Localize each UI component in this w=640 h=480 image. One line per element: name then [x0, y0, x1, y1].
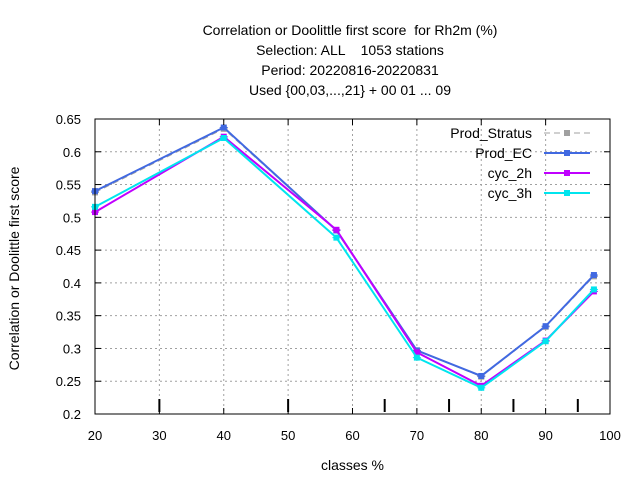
x-tick-label: 90: [538, 428, 552, 443]
y-tick-label: 0.5: [63, 210, 81, 225]
class-marks: [158, 399, 579, 412]
x-tick-label: 50: [281, 428, 295, 443]
legend: Prod_Stratus Prod_EC cyc_2h cyc_3h: [450, 125, 590, 201]
legend-swatch-marker: [564, 150, 570, 156]
series-cyc-3h: [91, 135, 598, 391]
grid: [95, 119, 610, 414]
series-group: [91, 124, 598, 391]
y-axis-label: Correlation or Doolittle first score: [6, 166, 22, 370]
y-tick-label: 0.45: [56, 243, 81, 258]
y-tick-label: 0.35: [56, 309, 81, 324]
y-tick-label: 0.3: [63, 341, 81, 356]
series-prod-stratus: [91, 125, 598, 380]
title-line-3: Period: 20220816-20220831: [261, 62, 439, 78]
legend-label: cyc_2h: [488, 165, 532, 181]
legend-swatch-marker: [564, 130, 570, 136]
x-tick-label: 80: [474, 428, 488, 443]
series-prod-ec: [91, 124, 598, 379]
legend-swatch-marker: [564, 170, 570, 176]
legend-swatch-marker: [564, 190, 570, 196]
axis-ticks: 20 30 40 50 60 70 80 90 100 0.2 0.25 0.3 0.35 0.4 0.45…: [56, 112, 621, 443]
title-line-4: Used {00,03,...,21} + 00 01 ... 09: [249, 82, 451, 98]
y-tick-label: 0.4: [63, 276, 81, 291]
legend-label: cyc_3h: [488, 185, 532, 201]
x-tick-label: 60: [345, 428, 359, 443]
x-tick-label: 20: [88, 428, 102, 443]
x-tick-label: 40: [217, 428, 231, 443]
x-tick-label: 100: [599, 428, 621, 443]
title-line-2: Selection: ALL 1053 stations: [256, 42, 444, 58]
title-line-1: Correlation or Doolittle first score for…: [202, 22, 498, 38]
x-axis-label: classes %: [321, 457, 384, 473]
y-tick-label: 0.6: [63, 145, 81, 160]
y-tick-label: 0.2: [63, 407, 81, 422]
y-tick-label: 0.55: [56, 178, 81, 193]
y-tick-label: 0.65: [56, 112, 81, 127]
x-tick-label: 30: [152, 428, 166, 443]
x-tick-label: 70: [410, 428, 424, 443]
legend-label: Prod_Stratus: [450, 125, 532, 141]
legend-label: Prod_EC: [475, 145, 532, 161]
y-tick-label: 0.25: [56, 374, 81, 389]
chart-title: Correlation or Doolittle first score for…: [0, 20, 640, 100]
